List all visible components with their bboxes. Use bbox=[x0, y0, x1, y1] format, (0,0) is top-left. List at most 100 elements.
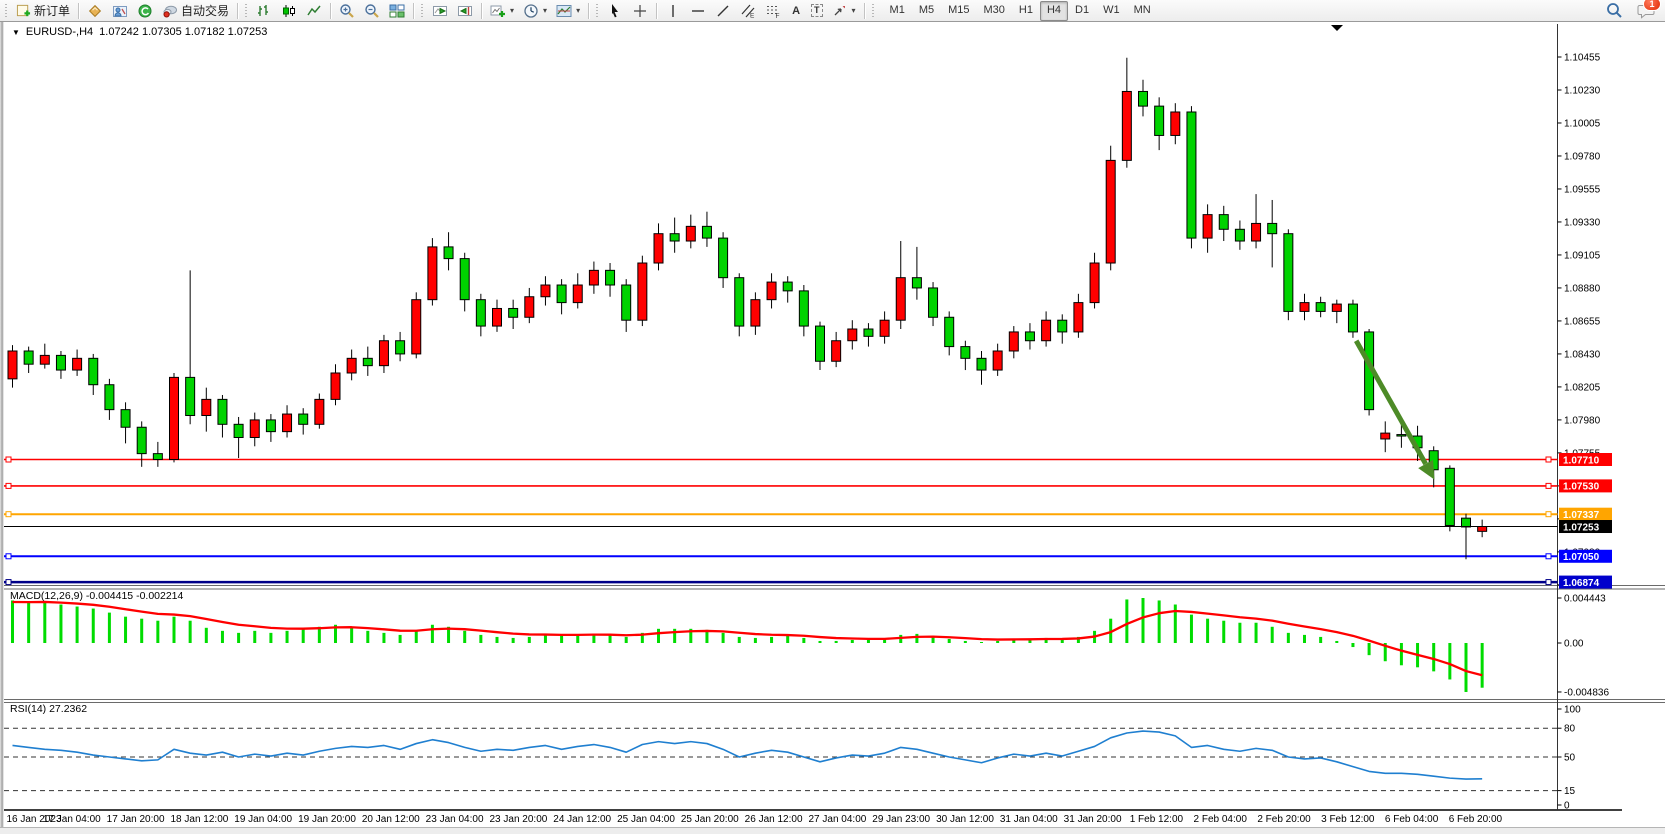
hline-handle[interactable] bbox=[5, 553, 12, 560]
market-button[interactable] bbox=[83, 2, 107, 20]
macd-histogram-bar bbox=[996, 640, 1000, 643]
candle-body bbox=[1202, 214, 1213, 239]
hline-handle[interactable] bbox=[5, 579, 12, 586]
macd-histogram-bar bbox=[414, 630, 418, 643]
hline-handle[interactable] bbox=[5, 511, 12, 518]
chart-shift-button[interactable] bbox=[453, 2, 477, 20]
date-label[interactable]: 6 Feb 04:00 bbox=[1385, 814, 1439, 825]
timeframe-w1-button[interactable]: W1 bbox=[1103, 3, 1120, 16]
timeframe-m15-button[interactable]: M15 bbox=[948, 3, 970, 16]
hline-handle[interactable] bbox=[1545, 456, 1552, 463]
date-label[interactable]: 23 Jan 04:00 bbox=[426, 814, 484, 825]
date-label[interactable]: 25 Jan 20:00 bbox=[681, 814, 739, 825]
date-label[interactable]: 6 Feb 20:00 bbox=[1449, 814, 1503, 825]
price-tick-label: 1.08880 bbox=[1564, 283, 1601, 294]
timeframe-m30-button[interactable]: M30 bbox=[983, 3, 1005, 16]
signals-button[interactable] bbox=[108, 2, 132, 20]
timeframe-h1-button[interactable]: H1 bbox=[1018, 3, 1033, 16]
bar-chart-mode-button[interactable] bbox=[252, 2, 276, 20]
candle-body bbox=[734, 277, 745, 327]
date-label[interactable]: 20 Jan 12:00 bbox=[362, 814, 420, 825]
toolbar-grip[interactable] bbox=[420, 3, 426, 18]
date-label[interactable]: 1 Feb 12:00 bbox=[1130, 814, 1184, 825]
text-tool-button[interactable]: A bbox=[786, 2, 806, 20]
timeframe-m5-button[interactable]: M5 bbox=[918, 3, 935, 16]
cursor-tool-button[interactable] bbox=[603, 2, 627, 20]
date-label[interactable]: 23 Jan 20:00 bbox=[489, 814, 547, 825]
date-label[interactable]: 16 Jan 2023 bbox=[6, 814, 61, 825]
trend-arrow-head[interactable] bbox=[1418, 459, 1435, 480]
arrows-dropdown[interactable]: ▾ bbox=[828, 2, 860, 20]
vertical-line-tool-button[interactable] bbox=[661, 2, 685, 20]
date-label[interactable]: 19 Jan 04:00 bbox=[234, 814, 292, 825]
date-label[interactable]: 17 Jan 04:00 bbox=[43, 814, 101, 825]
candle-body bbox=[701, 225, 712, 239]
hline-handle[interactable] bbox=[1545, 482, 1552, 489]
auto-scroll-button[interactable] bbox=[428, 2, 452, 20]
hline-handle[interactable] bbox=[5, 482, 12, 489]
timeframe-m1-button[interactable]: M1 bbox=[889, 3, 905, 16]
zoom-in-icon bbox=[339, 3, 355, 19]
new-chart-dropdown[interactable]: ▾ bbox=[486, 2, 518, 20]
trendline-tool-button[interactable] bbox=[711, 2, 735, 20]
toolbar-grip[interactable] bbox=[4, 3, 9, 18]
one-click-trading-arrow-icon[interactable]: ▼ bbox=[12, 27, 20, 37]
community-button[interactable] bbox=[133, 2, 157, 20]
date-label[interactable]: 31 Jan 20:00 bbox=[1064, 814, 1122, 825]
crosshair-icon bbox=[632, 3, 648, 19]
bar-chart-icon bbox=[256, 3, 272, 19]
date-label[interactable]: 2 Feb 20:00 bbox=[1257, 814, 1311, 825]
candle-body bbox=[685, 225, 696, 242]
date-label[interactable]: 2 Feb 04:00 bbox=[1194, 814, 1248, 825]
macd-histogram-bar bbox=[608, 634, 612, 643]
zoom-out-button[interactable] bbox=[360, 2, 384, 20]
candle-body bbox=[152, 453, 163, 460]
date-label[interactable]: 27 Jan 04:00 bbox=[808, 814, 866, 825]
period-dropdown[interactable]: ▾ bbox=[519, 2, 551, 20]
candlestick-mode-button[interactable] bbox=[277, 2, 301, 20]
macd-histogram-bar bbox=[1222, 620, 1226, 643]
toolbar-grip[interactable] bbox=[244, 3, 250, 18]
hline-handle[interactable] bbox=[5, 456, 12, 463]
toolbar-grip[interactable] bbox=[870, 3, 876, 18]
candle-body bbox=[217, 398, 228, 425]
horizontal-line-tool-button[interactable] bbox=[686, 2, 710, 20]
new-order-button[interactable]: 新订单 bbox=[12, 2, 74, 20]
date-label[interactable]: 3 Feb 12:00 bbox=[1321, 814, 1375, 825]
indicator-tick-label: 0 bbox=[1564, 801, 1570, 812]
macd-histogram-bar bbox=[463, 630, 467, 643]
equidistant-channel-tool-button[interactable]: E bbox=[736, 2, 760, 20]
tile-windows-button[interactable] bbox=[385, 2, 409, 20]
date-label[interactable]: 29 Jan 23:00 bbox=[872, 814, 930, 825]
date-label[interactable]: 19 Jan 20:00 bbox=[298, 814, 356, 825]
text-label-tool-button[interactable]: T bbox=[807, 2, 827, 20]
date-label[interactable]: 25 Jan 04:00 bbox=[617, 814, 675, 825]
hline-handle[interactable] bbox=[1545, 579, 1552, 586]
macd-histogram-bar bbox=[963, 640, 967, 643]
trend-arrow-line[interactable] bbox=[1354, 339, 1428, 466]
toolbar-grip[interactable] bbox=[595, 3, 601, 18]
date-label[interactable]: 24 Jan 12:00 bbox=[553, 814, 611, 825]
timeframe-mn-button[interactable]: MN bbox=[1133, 3, 1151, 16]
date-label[interactable]: 31 Jan 04:00 bbox=[1000, 814, 1058, 825]
date-label[interactable]: 30 Jan 12:00 bbox=[936, 814, 994, 825]
timeframe-d1-button[interactable]: D1 bbox=[1075, 3, 1090, 16]
notifications-chat-button[interactable]: 1 bbox=[1637, 0, 1661, 19]
hline-handle[interactable] bbox=[1545, 511, 1552, 518]
fibonacci-tool-button[interactable]: F bbox=[761, 2, 785, 20]
date-label[interactable]: 17 Jan 20:00 bbox=[107, 814, 165, 825]
chart-shift-marker[interactable] bbox=[1331, 25, 1343, 31]
search-icon[interactable] bbox=[1606, 2, 1623, 19]
date-label[interactable]: 26 Jan 12:00 bbox=[745, 814, 803, 825]
template-dropdown[interactable]: ▾ bbox=[552, 2, 584, 20]
hline-handle[interactable] bbox=[1545, 553, 1552, 560]
line-chart-mode-button[interactable] bbox=[302, 2, 326, 20]
zoom-in-button[interactable] bbox=[335, 2, 359, 20]
date-label[interactable]: 18 Jan 12:00 bbox=[170, 814, 228, 825]
auto-trading-button[interactable]: 自动交易 bbox=[158, 2, 233, 20]
timeframe-h4-button[interactable]: H4 bbox=[1039, 0, 1069, 21]
crosshair-tool-button[interactable] bbox=[628, 2, 652, 20]
macd-histogram-bar bbox=[204, 627, 208, 643]
tile-windows-icon bbox=[389, 3, 405, 19]
